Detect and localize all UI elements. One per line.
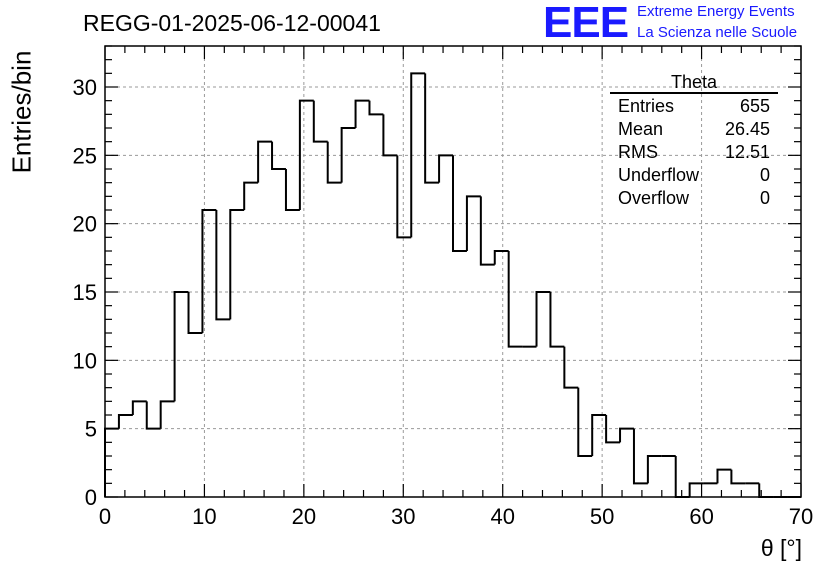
histogram-bin [215,210,231,321]
histogram-bin [619,427,634,443]
histogram-bin [243,181,259,210]
stats-row-mean: Mean 26.45 [610,118,778,141]
histogram-bin [173,291,189,402]
y-tick-label: 0 [85,485,97,510]
histogram-bin [201,209,217,333]
histogram-bin [493,250,509,265]
stats-title: Theta [610,72,778,94]
histogram-bin [117,414,133,429]
histogram-bin [271,141,286,170]
histogram-bin [340,127,356,183]
histogram-bin [257,140,273,183]
histogram-bin [368,100,384,116]
histogram-bin [646,455,662,484]
histogram-bin [354,99,370,128]
histogram-bin [563,346,579,389]
stats-label: Entries [618,96,675,116]
y-tick-label: 30 [73,75,97,100]
histogram-bin [396,155,412,239]
histogram-bin [632,428,648,485]
logo-line-2: La Scienza nelle Scuole [637,24,798,41]
histogram-bin [382,114,398,157]
histogram-bin [549,292,565,348]
histogram-bin [284,169,300,211]
histogram-bin [131,400,147,415]
stats-value: 0 [759,165,770,185]
stats-box: Theta Entries 655 Mean 26.45 RMS 12.51 U… [610,72,778,210]
x-tick-label: 60 [689,504,713,529]
histogram-bin [479,196,495,266]
histogram-bin [730,469,746,485]
stats-label: Overflow [618,188,690,208]
eee-logo: EEE [543,0,629,47]
x-tick-label: 10 [192,504,216,529]
plot-frame [104,45,802,498]
stats-row-rms: RMS 12.51 [610,141,778,164]
x-tick-label: 50 [590,504,614,529]
stats-row-overflow: Overflow 0 [610,187,778,210]
y-tick-label: 5 [85,417,97,442]
x-tick-label: 40 [490,504,514,529]
stats-value: 26.45 [724,119,770,139]
x-axis-label: θ [°] [760,535,802,561]
histogram-bin [758,483,774,498]
histogram-bin [507,251,523,348]
x-tick-label: 70 [789,504,813,529]
histogram-bin [326,141,342,184]
histogram-bin [605,415,621,444]
histogram-bin [591,414,607,456]
x-tick-label: 20 [292,504,316,529]
histogram-bin [465,195,481,251]
stats-label: RMS [618,142,658,162]
logo-line-1: Extreme Energy Events [637,3,795,20]
x-tick-label: 0 [99,504,111,529]
y-tick-label: 10 [73,348,97,373]
y-tick-label: 25 [73,143,97,168]
stats-row-entries: Entries 655 [610,95,778,118]
histogram-bin [187,292,203,334]
histogram-bin [438,154,453,183]
histogram-bin [104,427,119,497]
stats-value: 12.51 [724,142,770,162]
x-tick-label: 30 [391,504,415,529]
stats-value: 0 [759,188,770,208]
histogram-bin [716,468,732,484]
histogram-bin [312,100,328,143]
histogram-bin [424,73,440,184]
histogram-bin [229,209,245,320]
y-tick-label: 15 [73,280,97,305]
run-title: REGG-01-2025-06-12-00041 [83,10,381,36]
histogram-bin [535,291,551,347]
histogram-bin [577,387,593,457]
histogram-bin [688,482,704,497]
stats-label: Underflow [618,165,700,185]
histogram-bin [452,155,467,252]
y-axis-label: Entries/bin [6,50,37,174]
y-tick-label: 20 [73,212,97,237]
stats-row-underflow: Underflow 0 [610,164,778,187]
histogram-bin [298,99,314,210]
histogram-bin [145,401,161,430]
histogram-bin [410,72,426,238]
stats-value: 655 [739,96,770,116]
histogram-bin [674,456,690,498]
histogram-bin [159,400,175,429]
stats-label: Mean [618,119,664,139]
